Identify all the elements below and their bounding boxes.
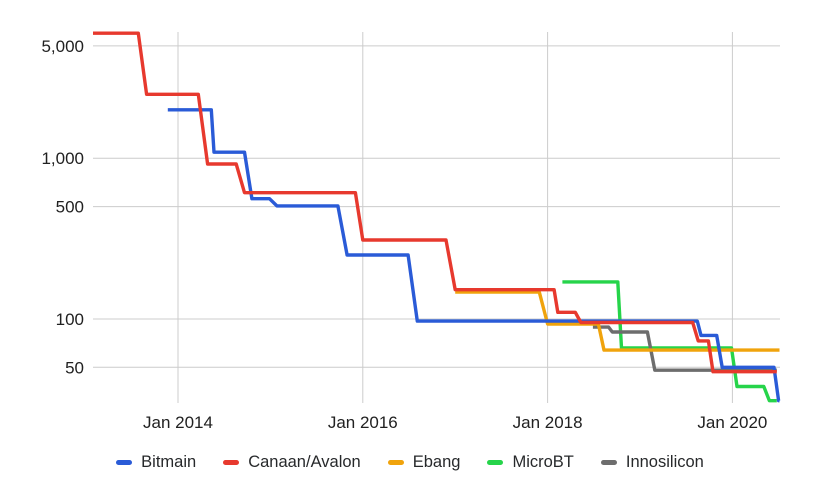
legend-item-bitmain[interactable]: Bitmain <box>116 454 196 471</box>
legend-item-canaan-avalon[interactable]: Canaan/Avalon <box>223 454 361 471</box>
legend-swatch-icon <box>387 459 404 465</box>
legend-label: Bitmain <box>141 452 197 471</box>
y-axis-labels: 5,000 1,000 500 100 50 <box>41 37 84 377</box>
y-axis-label-500: 500 <box>56 198 84 217</box>
legend-label: Canaan/Avalon <box>248 452 361 471</box>
y-axis-label-50: 50 <box>65 358 84 377</box>
x-axis-label-jan-2014: Jan 2014 <box>143 413 213 432</box>
legend-swatch-icon <box>223 459 240 465</box>
legend-item-innosilicon[interactable]: Innosilicon <box>600 452 704 471</box>
y-axis-label-5000: 5,000 <box>41 37 84 56</box>
series-line-microbt[interactable] <box>562 280 777 403</box>
series-line-bitmain[interactable] <box>167 108 781 403</box>
series-line-ebang[interactable] <box>455 290 780 352</box>
series-line-innosilicon[interactable] <box>592 325 777 372</box>
x-axis-labels: Jan 2014 Jan 2016 Jan 2018 Jan 2020 <box>143 413 767 432</box>
legend-item-microbt[interactable]: MicroBT <box>487 452 574 471</box>
x-axis-label-jan-2020: Jan 2020 <box>697 413 767 432</box>
legend-label: Innosilicon <box>625 452 704 471</box>
chart-legend: Bitmain Canaan/Avalon Ebang MicroBT Innosili… <box>0 449 820 475</box>
legend-label: MicroBT <box>512 452 574 471</box>
legend-item-ebang[interactable]: Ebang <box>387 452 461 471</box>
legend-swatch-icon <box>600 459 617 465</box>
x-axis-label-jan-2016: Jan 2016 <box>328 413 398 432</box>
series-lines <box>93 31 781 403</box>
y-axis-label-1000: 1,000 <box>41 149 84 168</box>
legend-swatch-icon <box>487 459 504 465</box>
legend-label: Ebang <box>412 452 461 471</box>
series-line-canaan-avalon[interactable] <box>93 31 777 374</box>
x-axis-label-jan-2018: Jan 2018 <box>513 413 583 432</box>
legend-swatch-icon <box>116 459 133 465</box>
y-axis-label-100: 100 <box>56 310 84 329</box>
